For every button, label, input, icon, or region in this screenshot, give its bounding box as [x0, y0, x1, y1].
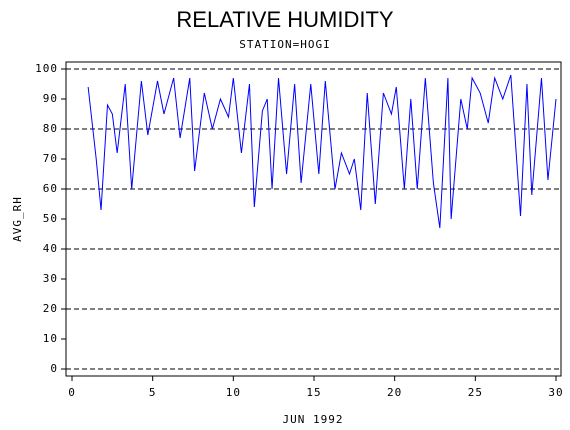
- y-tick-label: 90: [43, 92, 58, 105]
- x-tick-label: 5: [149, 386, 157, 399]
- x-tick-label: 10: [226, 386, 241, 399]
- y-tick-label: 80: [43, 122, 58, 135]
- x-tick-label: 25: [468, 386, 483, 399]
- data-line: [87, 74, 557, 229]
- y-tick-label: 30: [43, 272, 58, 285]
- y-tick-label: 100: [35, 62, 58, 75]
- y-tick-label: 20: [43, 302, 58, 315]
- y-tick-label: 40: [43, 242, 58, 255]
- chart-subtitle: STATION=HOGI: [239, 38, 330, 51]
- x-tick-label: 0: [68, 386, 76, 399]
- y-tick-label: 70: [43, 152, 58, 165]
- y-tick-label: 50: [43, 212, 58, 225]
- y-axis-label: AVG_RH: [11, 196, 24, 242]
- y-tick-label: 0: [50, 362, 58, 375]
- y-tick-label: 60: [43, 182, 58, 195]
- y-tick-label: 10: [43, 332, 58, 345]
- x-tick-label: 20: [387, 386, 402, 399]
- x-tick-label: 15: [306, 386, 321, 399]
- x-axis-label: JUN 1992: [283, 413, 344, 426]
- chart-title: RELATIVE HUMIDITY: [176, 7, 394, 32]
- x-tick-label: 30: [548, 386, 563, 399]
